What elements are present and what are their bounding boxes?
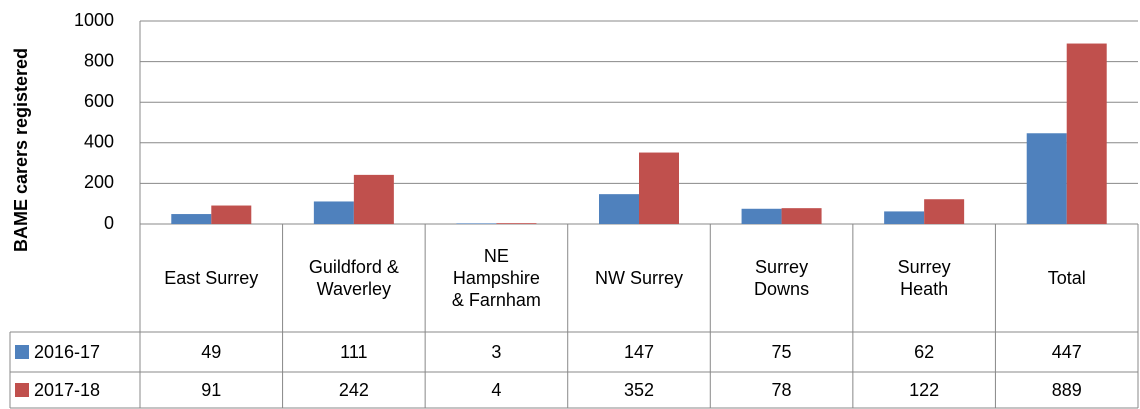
bar: [781, 208, 822, 224]
category-cell: Guildford & Waverley: [308, 257, 399, 299]
table-value: 147: [624, 342, 654, 362]
category-cell: Total: [1047, 268, 1086, 288]
bar: [171, 214, 212, 224]
table-value: 122: [909, 380, 939, 400]
y-axis-title: BAME carers registered: [11, 48, 31, 252]
legend-key: [15, 345, 29, 359]
bar: [599, 194, 639, 224]
x-tick-label: Total: [1047, 268, 1086, 288]
bar: [1026, 133, 1067, 224]
table-value: 78: [772, 380, 792, 400]
table-value: 62: [914, 342, 934, 362]
category-cell: East Surrey: [164, 268, 259, 288]
x-tick-label: Surrey Downs: [754, 257, 810, 299]
bar: [456, 223, 497, 224]
table-value: 447: [1052, 342, 1082, 362]
x-tick-label: Surrey Heath: [897, 257, 951, 299]
y-tick-label: 1000: [74, 10, 114, 30]
table-value: 75: [772, 342, 792, 362]
table-value: 4: [491, 380, 501, 400]
bar: [884, 211, 925, 224]
bar: [211, 205, 252, 224]
table-value: 3: [491, 342, 501, 362]
x-tick-label: East Surrey: [164, 268, 259, 288]
bar: [353, 174, 394, 224]
x-tick-label: NE Hampshire & Farnham: [451, 246, 541, 310]
x-tick-label: NW Surrey: [594, 268, 683, 288]
table-value: 91: [201, 380, 221, 400]
y-tick-label: 0: [104, 213, 114, 233]
category-cell: Surrey Heath: [897, 257, 951, 299]
legend-key: [15, 383, 29, 397]
category-cell: Surrey Downs: [754, 257, 810, 299]
bar: [1066, 43, 1107, 224]
y-tick-label: 800: [84, 50, 114, 70]
table-value: 352: [624, 380, 654, 400]
bar: [639, 152, 679, 224]
bar: [313, 201, 354, 224]
table-value: 889: [1052, 380, 1082, 400]
y-tick-label: 200: [84, 172, 114, 192]
y-tick-label: 600: [84, 91, 114, 111]
table-value: 242: [339, 380, 369, 400]
bar: [741, 208, 782, 224]
x-tick-label: Guildford & Waverley: [308, 257, 399, 299]
legend-label: 2017-18: [34, 380, 100, 400]
category-cell: NE Hampshire & Farnham: [451, 246, 541, 310]
y-tick-label: 400: [84, 132, 114, 152]
table-value: 111: [340, 342, 367, 362]
legend-label: 2016-17: [34, 342, 100, 362]
table-value: 49: [201, 342, 221, 362]
category-cell: NW Surrey: [594, 268, 683, 288]
bar: [924, 199, 965, 224]
bar: [496, 223, 537, 224]
